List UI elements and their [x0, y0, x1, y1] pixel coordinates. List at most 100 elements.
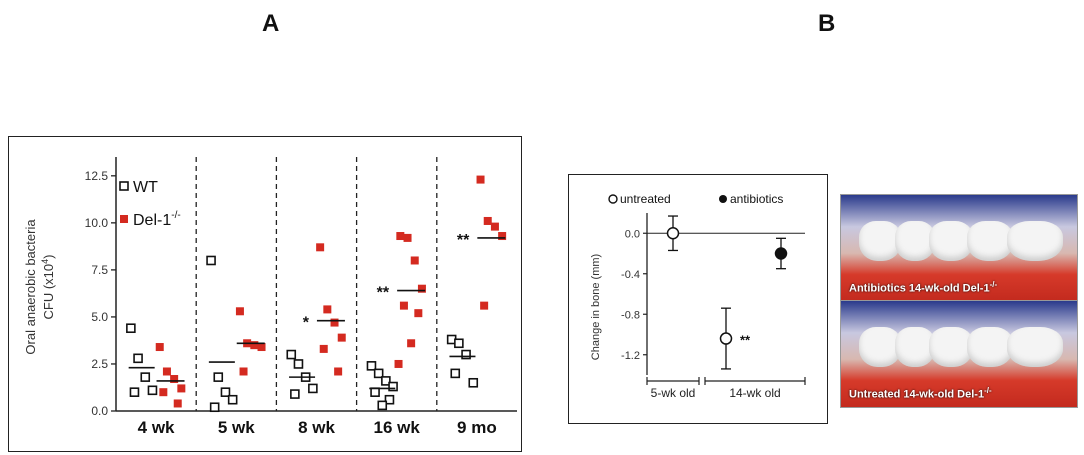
point-del — [417, 284, 426, 293]
x-tick-label: 4 wk — [138, 418, 175, 437]
legend-untreated-marker — [608, 194, 618, 204]
point-wt — [370, 387, 380, 397]
x-tick-label: 8 wk — [298, 418, 335, 437]
point-del — [159, 388, 168, 397]
point-del — [476, 175, 485, 184]
point-del — [155, 343, 164, 352]
point-del — [414, 309, 423, 318]
point-wt — [220, 387, 231, 397]
significance-marker: ** — [377, 285, 390, 302]
point-wt — [454, 338, 464, 349]
point-wt — [366, 361, 377, 371]
point-wt — [290, 389, 300, 399]
panel-a-label: A — [262, 10, 280, 37]
point-del — [399, 301, 408, 310]
point-del — [334, 367, 343, 376]
point-wt — [126, 323, 136, 334]
point-del — [177, 384, 186, 393]
point-del — [480, 301, 489, 310]
point-wt — [129, 387, 140, 397]
point-del — [162, 367, 171, 376]
point-del — [319, 344, 328, 353]
y-tick-label: 2.5 — [91, 357, 108, 371]
point-del — [250, 341, 259, 350]
point-del — [498, 232, 507, 241]
point-del — [239, 367, 248, 376]
point-del — [337, 333, 346, 342]
photo-bottom-caption: Untreated 14-wk-old Del-1-/- — [849, 386, 992, 401]
point-del — [323, 305, 332, 314]
point-del — [173, 399, 182, 408]
y-tick-label: 10.0 — [85, 216, 109, 230]
point-del — [396, 232, 405, 241]
point-wt — [206, 255, 216, 266]
y-tick-label: 5.0 — [91, 310, 108, 324]
point-del — [407, 339, 416, 348]
point-del — [257, 343, 266, 352]
ylabel-sup: 4 — [40, 259, 50, 264]
teeth-image — [859, 221, 1063, 261]
legend-del-marker — [120, 215, 128, 223]
point-wt — [209, 402, 220, 413]
y-tick-label: 7.5 — [91, 263, 108, 277]
y-tick-label: 12.5 — [85, 169, 109, 183]
x-tick-label: 16 wk — [374, 418, 421, 437]
legend-wt-marker — [119, 181, 129, 191]
panel-b-label: B — [818, 10, 836, 37]
point-wt — [468, 377, 479, 388]
point-wt — [384, 394, 395, 405]
ylabel-tail: ) — [41, 255, 56, 259]
legend-antibiotics-label: antibiotics — [730, 192, 783, 206]
y-tick-label: 0.0 — [91, 404, 108, 418]
point-wt — [140, 372, 151, 382]
legend-untreated-label: untreated — [620, 192, 671, 206]
point-wt — [461, 349, 471, 360]
chart-a: 0.0 2.5 5.0 7.5 10.0 12.5 4 wk 5 wk 8 wk 16 wk 9 m… — [23, 157, 517, 437]
point-wt — [373, 368, 384, 379]
point-del — [403, 233, 412, 242]
legend-del-sup: -/- — [171, 210, 180, 221]
point-del — [490, 222, 499, 231]
x-tick-label: 9 mo — [457, 418, 497, 437]
point-del — [316, 243, 325, 252]
significance-marker: ** — [457, 232, 470, 249]
ylabel-line1: Oral anaerobic bacteria — [23, 219, 38, 355]
point-del — [410, 256, 419, 265]
ylabel-line2: CFU (x104) — [40, 255, 56, 320]
point-wt — [377, 400, 388, 411]
photo-antibiotics: Antibiotics 14-wk-old Del-1-/- — [840, 194, 1078, 302]
b-y-tick-label: -0.8 — [621, 309, 640, 321]
point-wt — [147, 385, 158, 396]
photo-bottom-sup: -/- — [984, 386, 992, 396]
b-y-tick-label: -1.2 — [621, 350, 640, 362]
b-y-tick-label: -0.4 — [621, 269, 640, 281]
x-tick-label: 5 wk — [218, 418, 255, 437]
legend-antibiotics-marker — [719, 195, 727, 203]
chart-b-frame: 0.0 -0.4 -0.8 -1.2 5-wk old 14-wk old ** Chan… — [568, 174, 828, 424]
point-antibiotics — [774, 247, 788, 260]
point-wt — [286, 349, 297, 360]
point-untreated — [719, 332, 733, 345]
significance-marker: * — [303, 315, 310, 332]
b-ylabel: Change in bone (mm) — [590, 254, 602, 360]
point-wt — [308, 383, 318, 394]
point-del — [330, 318, 339, 327]
point-wt — [450, 368, 461, 379]
point-wt — [293, 359, 304, 369]
point-wt — [133, 353, 143, 364]
point-untreated — [666, 227, 680, 240]
point-wt — [213, 372, 224, 382]
point-del — [483, 216, 492, 225]
group-label-5wk: 5-wk old — [651, 386, 696, 400]
chart-a-frame: 0.0 2.5 5.0 7.5 10.0 12.5 4 wk 5 wk 8 wk 16 wk 9 m… — [8, 136, 522, 452]
legend-del-label: Del-1-/- — [133, 210, 181, 229]
point-del — [394, 359, 403, 368]
point-del — [235, 307, 244, 316]
chart-b: 0.0 -0.4 -0.8 -1.2 5-wk old 14-wk old ** Chan… — [590, 192, 806, 400]
photo-untreated: Untreated 14-wk-old Del-1-/- — [840, 300, 1078, 408]
group-label-14wk: 14-wk old — [729, 386, 780, 400]
b-y-tick-label: 0.0 — [625, 228, 640, 240]
photo-top-caption: Antibiotics 14-wk-old Del-1-/- — [849, 280, 998, 295]
teeth-image — [859, 327, 1063, 367]
point-wt — [227, 394, 238, 405]
